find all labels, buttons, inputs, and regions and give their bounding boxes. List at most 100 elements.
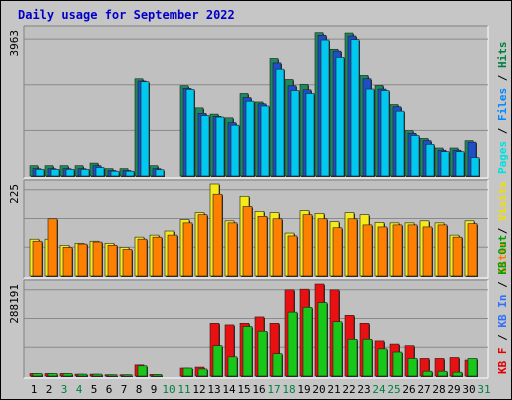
axis-legend: Pages / Files / Hits bbox=[496, 42, 509, 175]
bar-pages-day-28 bbox=[440, 151, 450, 177]
axis-legend: Sites / Visits bbox=[496, 181, 509, 274]
bar-kbout-day-26 bbox=[407, 358, 418, 377]
bar-sites-day-8 bbox=[137, 238, 148, 277]
bar-pages-day-29 bbox=[455, 151, 465, 177]
legend-entry: / bbox=[496, 221, 509, 241]
x-tick-label: 12 bbox=[192, 383, 205, 396]
bar-kbout-day-28 bbox=[437, 370, 448, 377]
bar-kbout-day-6 bbox=[107, 374, 118, 377]
bar-sites-day-19 bbox=[302, 214, 313, 277]
bar-kbout-day-8 bbox=[137, 365, 148, 377]
bar-kbout-day-9 bbox=[152, 374, 163, 377]
x-tick-label: 10 bbox=[162, 383, 175, 396]
x-tick-label: 21 bbox=[327, 383, 340, 396]
bar-kbout-day-5 bbox=[92, 373, 103, 377]
legend-entry: / bbox=[496, 68, 509, 88]
bar-pages-day-12 bbox=[200, 115, 210, 177]
x-tick-label: 1 bbox=[31, 383, 38, 396]
bar-kbout-day-18 bbox=[287, 311, 298, 377]
bar-pages-day-17 bbox=[275, 68, 285, 177]
bar-pages-day-9 bbox=[155, 169, 165, 177]
x-tick-label: 3 bbox=[61, 383, 68, 396]
bar-sites-day-16 bbox=[257, 216, 268, 277]
bar-pages-day-18 bbox=[290, 90, 300, 177]
x-tick-label: 4 bbox=[76, 383, 83, 396]
x-tick-label: 31 bbox=[477, 383, 490, 396]
x-tick-label: 6 bbox=[106, 383, 113, 396]
bar-sites-day-3 bbox=[62, 247, 73, 277]
x-axis-tick-labels: 1 2 3 4 5 6 7 8 9 10 11 12 13 14 15 16 17 18 19 20 21 22 23 24 2… bbox=[31, 383, 491, 396]
y-max-label: 3963 bbox=[8, 30, 21, 57]
y-max-label: 225 bbox=[8, 184, 21, 204]
bar-kbout-day-20 bbox=[317, 302, 328, 377]
x-tick-label: 25 bbox=[387, 383, 400, 396]
bar-kbout-day-21 bbox=[332, 321, 343, 377]
x-tick-label: 20 bbox=[312, 383, 325, 396]
bar-kbout-day-23 bbox=[362, 338, 373, 377]
bar-kbout-day-30 bbox=[467, 358, 478, 377]
bar-kbout-day-3 bbox=[62, 373, 73, 377]
bar-pages-day-15 bbox=[245, 100, 255, 177]
bar-kbout-day-19 bbox=[302, 307, 313, 377]
bar-pages-day-8 bbox=[140, 81, 150, 177]
legend-entry: Visits bbox=[496, 181, 509, 221]
bar-sites-day-27 bbox=[422, 226, 433, 277]
x-tick-label: 9 bbox=[151, 383, 158, 396]
bar-kbout-day-7 bbox=[122, 374, 133, 377]
bar-pages-day-13 bbox=[215, 116, 225, 177]
bar-kbout-day-25 bbox=[392, 351, 403, 377]
bar-sites-day-7 bbox=[122, 249, 133, 277]
bar-pages-day-20 bbox=[320, 39, 330, 177]
bar-kbout-day-29 bbox=[452, 371, 463, 377]
bar-sites-day-30 bbox=[467, 223, 478, 277]
legend-entry: KB F bbox=[496, 348, 509, 375]
x-tick-label: 14 bbox=[222, 383, 236, 396]
x-tick-label: 19 bbox=[297, 383, 310, 396]
bar-sites-day-22 bbox=[347, 218, 358, 277]
bar-pages-day-2 bbox=[50, 169, 60, 177]
bar-kbout-day-2 bbox=[47, 373, 58, 377]
x-tick-label: 27 bbox=[417, 383, 430, 396]
bar-pages-day-24 bbox=[380, 90, 390, 177]
bar-pages-day-14 bbox=[230, 124, 240, 177]
legend-entry: KB Out bbox=[496, 235, 509, 275]
x-tick-label: 13 bbox=[207, 383, 220, 396]
axis-legend: KB F / KB In / KB Out bbox=[496, 235, 509, 374]
bar-pages-day-7 bbox=[125, 170, 135, 177]
bar-kbout-day-27 bbox=[422, 370, 433, 377]
bar-kbout-day-24 bbox=[377, 348, 388, 377]
bar-pages-day-19 bbox=[305, 93, 315, 177]
bar-sites-day-12 bbox=[197, 214, 208, 277]
chart-panels: 3963 Pages / Files / Hits 225 Sites / Visit… bbox=[8, 25, 509, 379]
x-tick-label: 5 bbox=[91, 383, 98, 396]
bar-pages-day-4 bbox=[80, 169, 90, 177]
bar-sites-day-5 bbox=[92, 241, 103, 277]
bar-kbout-day-11 bbox=[182, 367, 193, 377]
bar-kbout-day-12 bbox=[197, 368, 208, 377]
legend-entry: Hits bbox=[496, 42, 509, 69]
x-tick-label: 7 bbox=[121, 383, 128, 396]
legend-entry: / bbox=[496, 121, 509, 141]
panel-kb-in-out: 288191 KB F / KB In / KB Out bbox=[8, 235, 509, 379]
bar-sites-day-23 bbox=[362, 224, 373, 277]
bar-kbout-day-13 bbox=[212, 345, 223, 377]
bar-sites-day-4 bbox=[77, 243, 88, 277]
x-tick-label: 28 bbox=[432, 383, 445, 396]
bar-kbout-day-16 bbox=[257, 331, 268, 377]
y-max-label: 288191 bbox=[8, 284, 21, 324]
x-tick-label: 15 bbox=[237, 383, 250, 396]
legend-entry: / bbox=[496, 275, 509, 295]
legend-entry: Files bbox=[496, 88, 509, 121]
bar-sites-day-1 bbox=[32, 240, 43, 277]
bar-kbout-day-17 bbox=[272, 353, 283, 377]
panel-visits-sites: 225 Sites / Visits bbox=[8, 179, 509, 279]
panel-hits-files-pages: 3963 Pages / Files / Hits bbox=[8, 25, 509, 179]
legend-entry: Sites bbox=[496, 241, 509, 274]
bar-pages-day-22 bbox=[350, 39, 360, 177]
bar-sites-day-18 bbox=[287, 235, 298, 277]
x-tick-label: 29 bbox=[447, 383, 460, 396]
x-tick-label: 16 bbox=[252, 383, 265, 396]
bar-sites-day-29 bbox=[452, 236, 463, 277]
bar-pages-day-23 bbox=[365, 88, 375, 177]
bar-kbout-day-4 bbox=[77, 373, 88, 377]
